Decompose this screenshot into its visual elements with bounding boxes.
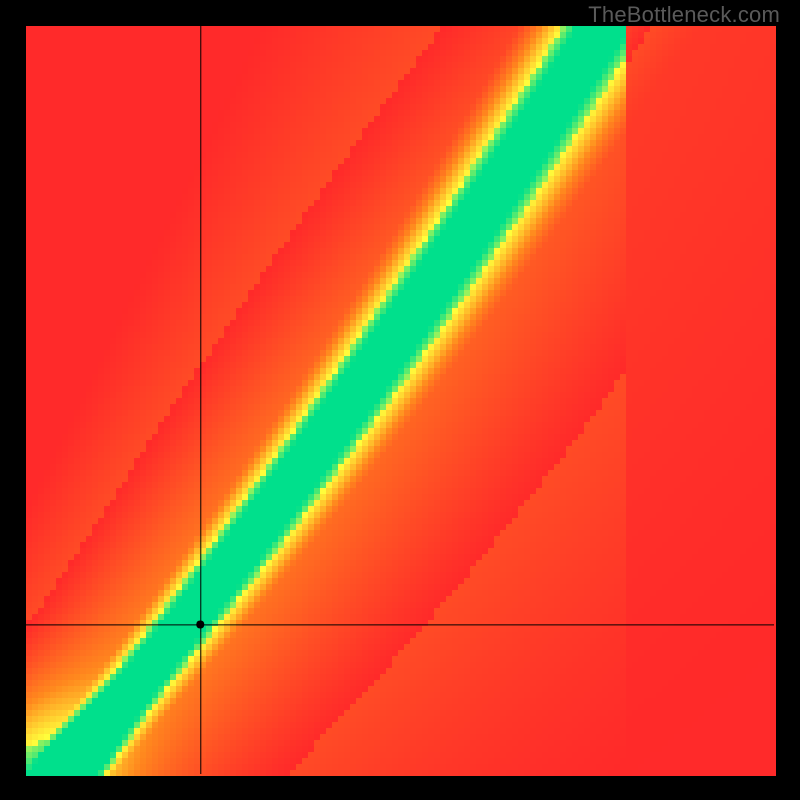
bottleneck-heatmap	[0, 0, 800, 800]
chart-container: TheBottleneck.com	[0, 0, 800, 800]
watermark-text: TheBottleneck.com	[588, 2, 780, 28]
